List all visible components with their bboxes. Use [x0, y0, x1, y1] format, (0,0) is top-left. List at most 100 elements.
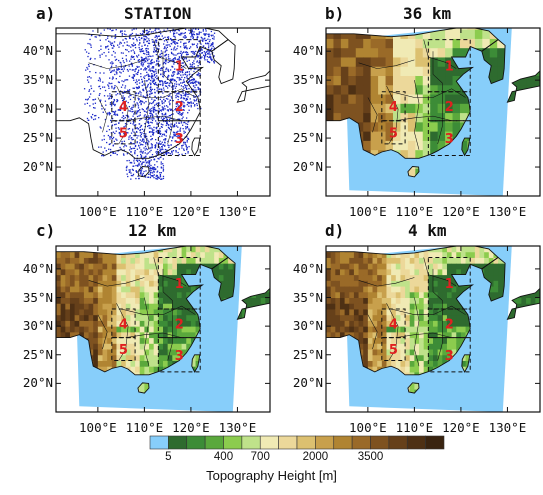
panel-a-station-dot [139, 127, 140, 128]
panel-b-topo-cell [333, 57, 341, 67]
panel-a-station-dot [191, 76, 192, 77]
panel-a-station-dot [130, 142, 131, 143]
panel-a-station-dot [161, 135, 162, 136]
panel-c-topo-cell [130, 286, 135, 292]
panel-a-station-dot [194, 105, 195, 106]
panel-a-station-dot [141, 57, 142, 58]
panel-a-station-dot [191, 29, 192, 30]
panel-a-station-dot [139, 82, 140, 83]
panel-a-station-dot [148, 70, 149, 71]
panel-c-topo-cell [98, 349, 103, 355]
panel-a-station-dot [130, 99, 131, 100]
panel-a-station-dot [154, 75, 155, 76]
panel-a-station-dot [165, 61, 166, 62]
panel-a-station-dot [156, 110, 157, 111]
panel-a-station-dot [118, 46, 119, 47]
panel-a-station-dot [204, 51, 205, 52]
panel-a-station-dot [195, 51, 196, 52]
panel-a-station-dot [152, 102, 153, 103]
panel-a-station-dot [168, 85, 169, 86]
panel-a-station-dot [136, 40, 137, 41]
panel-a-station-dot [88, 91, 89, 92]
panel-a-station-dot [155, 64, 156, 65]
panel-a-station-dot [129, 69, 130, 70]
panel-d-topo-cell [340, 292, 345, 298]
panel-d-topo-cell [349, 298, 354, 304]
panel-d-topo-cell [419, 309, 424, 315]
panel-a-station-dot [170, 46, 171, 47]
panel-a-station-dot [147, 41, 148, 42]
panel-a-station-dot [133, 80, 134, 81]
panel-d-topo-cell [345, 309, 350, 315]
panel-a-station-dot [161, 126, 162, 127]
panel-c-topo-cell [182, 292, 187, 298]
panel-a-station-dot [164, 40, 165, 41]
panel-a-station-dot [88, 81, 89, 82]
panel-d-topo-cell [363, 309, 368, 315]
panel-a-station-dot [165, 85, 166, 86]
panel-c-topo-cell [84, 309, 89, 315]
panel-a-station-dot [178, 93, 179, 94]
panel-a-station-dot [208, 52, 209, 53]
panel-b-topo-cell [326, 85, 334, 95]
panel-d-topo-cell [345, 280, 350, 286]
panel-d-topo-cell [331, 309, 336, 315]
panel-a-station-dot [145, 152, 146, 153]
panel-a-station-dot [137, 161, 138, 162]
panel-a-station-dot [133, 113, 134, 114]
panel-a-station-dot [171, 96, 172, 97]
panel-a-station-dot [167, 41, 168, 42]
panel-a-station-dot [172, 78, 173, 79]
panel-a-station-dot [198, 62, 199, 63]
panel-a-station-dot [121, 87, 122, 88]
panel-a-station-dot [149, 55, 150, 56]
panel-c-topo-cell [135, 257, 140, 263]
panel-d-topo-cell [396, 360, 401, 366]
panel-d-topo-cell [396, 257, 401, 263]
panel-a-station-dot [111, 66, 112, 67]
panel-a-station-dot [186, 85, 187, 86]
panel-c-topo-cell [163, 338, 168, 344]
panel-c-topo-cell [65, 298, 70, 304]
panel-d-topo-cell [363, 257, 368, 263]
panel-a-station-dot [130, 59, 131, 60]
panel-a-station-dot [149, 164, 150, 165]
panel-d-topo-cell [410, 360, 415, 366]
panel-a-station-dot [106, 142, 107, 143]
panel-a-station-dot [114, 141, 115, 142]
panel-c-topo-cell [163, 349, 168, 355]
panel-a-station-dot [130, 123, 131, 124]
panel-a-station-dot [133, 131, 134, 132]
panel-a-station-dot [114, 74, 115, 75]
panel-d-topo-cell [414, 263, 419, 269]
panel-a-station-dot [176, 125, 177, 126]
panel-b-topo-cell [371, 57, 379, 67]
panel-a-station-dot [163, 170, 164, 171]
panel-a-station-dot [130, 162, 131, 163]
panel-c-topo-cell [56, 326, 61, 332]
panel-a-station-dot [144, 38, 145, 39]
panel-a-station-dot [89, 71, 90, 72]
panel-c-topo-cell [144, 303, 149, 309]
panel-a-station-dot [167, 87, 168, 88]
panel-a-station-dot [127, 90, 128, 91]
panel-a-station-dot [192, 64, 193, 65]
panel-a-station-dot [200, 32, 201, 33]
panel-a-station-dot [143, 89, 144, 90]
panel-a-station-dot [127, 153, 128, 154]
panel-c-topo-cell [93, 326, 98, 332]
panel-b-topo-cell [445, 48, 453, 58]
panel-a-station-dot [161, 89, 162, 90]
panel-b-topo-cell [415, 76, 423, 86]
panel-a-station-dot [101, 146, 102, 147]
panel-d-topo-cell [359, 303, 364, 309]
panel-d-topo-cell [363, 286, 368, 292]
panel-a-station-dot [111, 61, 112, 62]
panel-a-station-dot [163, 176, 164, 177]
panel-a-station-dot [129, 65, 130, 66]
panel-b-topo-cell [482, 38, 490, 48]
panel-c-topo-cell [75, 326, 80, 332]
panel-c-topo-cell [112, 309, 117, 315]
panel-a-station-dot [136, 102, 137, 103]
panel-c-topo-cell [70, 309, 75, 315]
